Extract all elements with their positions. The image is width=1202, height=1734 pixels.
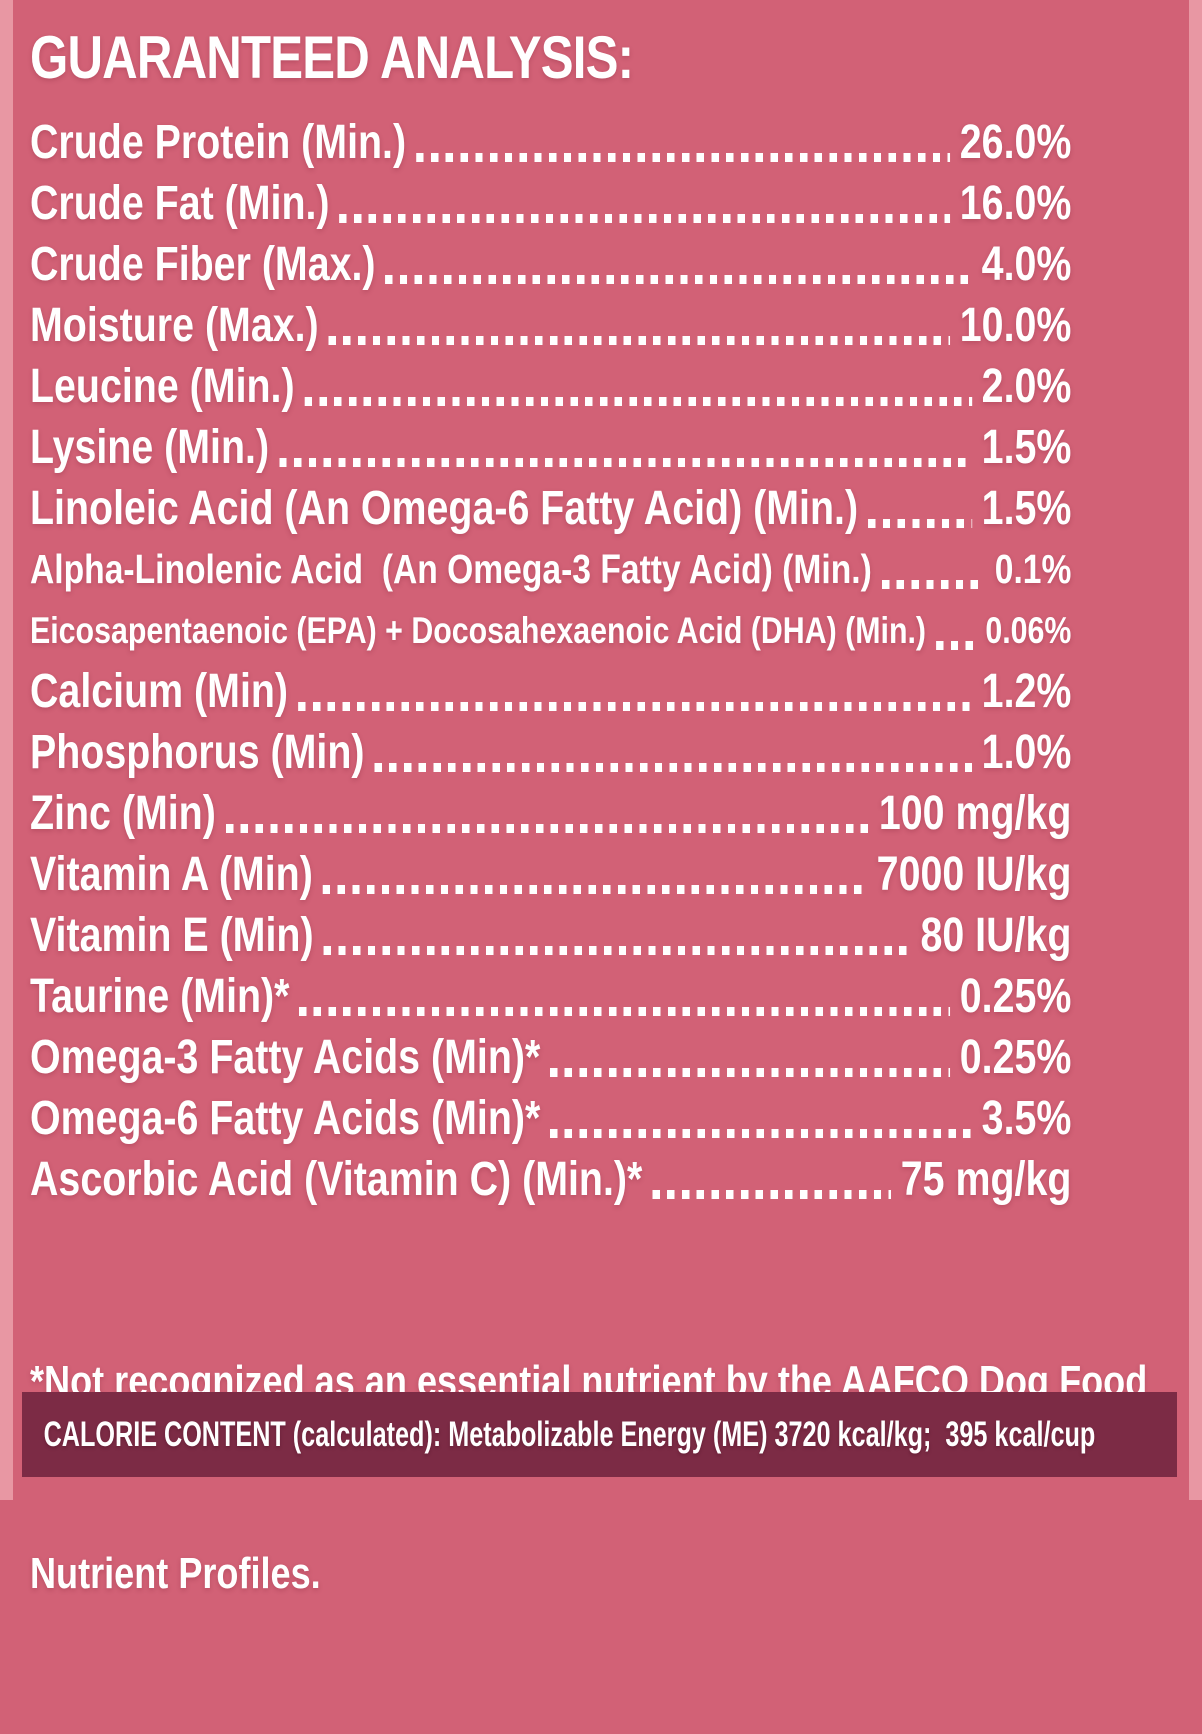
nutrient-name: Crude Protein (Min.) (30, 116, 407, 169)
dot-leader (652, 1190, 891, 1199)
table-row: Omega-3 Fatty Acids (Min)* 0.25% (30, 1027, 1071, 1088)
nutrient-value: 0.25% (959, 970, 1072, 1023)
nutrient-value: 0.1% (994, 546, 1072, 592)
nutrient-name: Vitamin E (Min) (30, 909, 314, 962)
table-row: Crude Fiber (Max.) 4.0% (30, 234, 1071, 295)
nutrient-value: 26.0% (959, 116, 1072, 169)
calorie-content-bar: CALORIE CONTENT (calculated): Metaboliza… (22, 1392, 1177, 1477)
dot-leader (415, 153, 950, 162)
nutrient-value: 0.25% (959, 1031, 1072, 1084)
nutrient-value: 75 mg/kg (900, 1153, 1072, 1206)
nutrient-table: Crude Protein (Min.) 26.0% Crude Fat (Mi… (30, 112, 1071, 1210)
nutrient-value: 1.2% (981, 665, 1072, 718)
nutrient-value: 1.5% (981, 421, 1072, 474)
table-row: Taurine (Min)* 0.25% (30, 966, 1071, 1027)
nutrient-name: Omega-3 Fatty Acids (Min)* (30, 1031, 541, 1084)
dot-leader (225, 824, 870, 833)
nutrient-value: 4.0% (981, 238, 1072, 291)
dot-leader (328, 336, 950, 345)
dot-leader (867, 519, 972, 528)
dot-leader (323, 946, 911, 955)
nutrient-value: 80 IU/kg (920, 909, 1072, 962)
label-left-edge (0, 0, 13, 1500)
nutrient-name: Phosphorus (Min) (30, 726, 365, 779)
table-row: Crude Protein (Min.) 26.0% (30, 112, 1071, 173)
dot-leader (935, 641, 976, 650)
dot-leader (550, 1129, 972, 1138)
dot-leader (339, 214, 950, 223)
table-row: Crude Fat (Min.) 16.0% (30, 173, 1071, 234)
table-row: Lysine (Min.) 1.5% (30, 417, 1071, 478)
dot-leader (299, 1007, 950, 1016)
nutrient-name: Linoleic Acid (An Omega-6 Fatty Acid) (M… (30, 482, 859, 535)
nutrient-value: 100 mg/kg (878, 787, 1072, 840)
footnote-line-2: Nutrient Profiles. (30, 1549, 321, 1598)
nutrient-name: Zinc (Min) (30, 787, 216, 840)
nutrient-name: Moisture (Max.) (30, 299, 319, 352)
table-row: Calcium (Min) 1.2% (30, 661, 1071, 722)
nutrient-name: Vitamin A (Min) (30, 848, 313, 901)
table-row: Phosphorus (Min) 1.0% (30, 722, 1071, 783)
dot-leader (550, 1068, 950, 1077)
nutrient-name: Taurine (Min)* (30, 970, 290, 1023)
nutrient-name: Ascorbic Acid (Vitamin C) (Min.)* (30, 1153, 643, 1206)
nutrient-name: Omega-6 Fatty Acids (Min)* (30, 1092, 541, 1145)
nutrient-value: 16.0% (959, 177, 1072, 230)
section-title: GUARANTEED ANALYSIS: (30, 24, 634, 91)
table-row: Ascorbic Acid (Vitamin C) (Min.)* 75 mg/… (30, 1149, 1071, 1210)
dot-leader (881, 580, 985, 589)
table-row: Vitamin E (Min) 80 IU/kg (30, 905, 1071, 966)
dot-leader (374, 763, 972, 772)
nutrient-value: 1.0% (981, 726, 1072, 779)
table-row: Alpha-Linolenic Acid (An Omega-3 Fatty A… (30, 539, 1071, 600)
guaranteed-analysis-panel: GUARANTEED ANALYSIS: Crude Protein (Min.… (30, 14, 1147, 1734)
dot-leader (278, 458, 972, 467)
dot-leader (304, 397, 972, 406)
table-row: Vitamin A (Min) 7000 IU/kg (30, 844, 1071, 905)
nutrient-name: Crude Fiber (Max.) (30, 238, 376, 291)
nutrient-name: Alpha-Linolenic Acid (An Omega-3 Fatty A… (30, 546, 872, 592)
nutrient-name: Calcium (Min) (30, 665, 289, 718)
nutrient-value: 1.5% (981, 482, 1072, 535)
nutrient-name: Crude Fat (Min.) (30, 177, 330, 230)
table-row: Moisture (Max.) 10.0% (30, 295, 1071, 356)
table-row: Omega-6 Fatty Acids (Min)* 3.5% (30, 1088, 1071, 1149)
aafco-footnote: *Not recognized as an essential nutrient… (30, 1222, 1147, 1734)
nutrient-value: 10.0% (959, 299, 1072, 352)
dot-leader (385, 275, 972, 284)
table-row: Leucine (Min.) 2.0% (30, 356, 1071, 417)
nutrient-value: 0.06% (985, 610, 1072, 651)
label-right-edge (1189, 0, 1202, 1500)
table-row: Eicosapentaenoic (EPA) + Docosahexaenoic… (30, 600, 1071, 661)
nutrient-name: Leucine (Min.) (30, 360, 295, 413)
table-row: Linoleic Acid (An Omega-6 Fatty Acid) (M… (30, 478, 1071, 539)
dot-leader (322, 885, 867, 894)
dot-leader (297, 702, 972, 711)
nutrient-name: Eicosapentaenoic (EPA) + Docosahexaenoic… (30, 610, 927, 651)
nutrient-name: Lysine (Min.) (30, 421, 270, 474)
nutrient-value: 7000 IU/kg (876, 848, 1072, 901)
table-row: Zinc (Min) 100 mg/kg (30, 783, 1071, 844)
calorie-content-text: CALORIE CONTENT (calculated): Metaboliza… (43, 1414, 1096, 1454)
nutrient-value: 2.0% (981, 360, 1072, 413)
nutrient-value: 3.5% (981, 1092, 1072, 1145)
